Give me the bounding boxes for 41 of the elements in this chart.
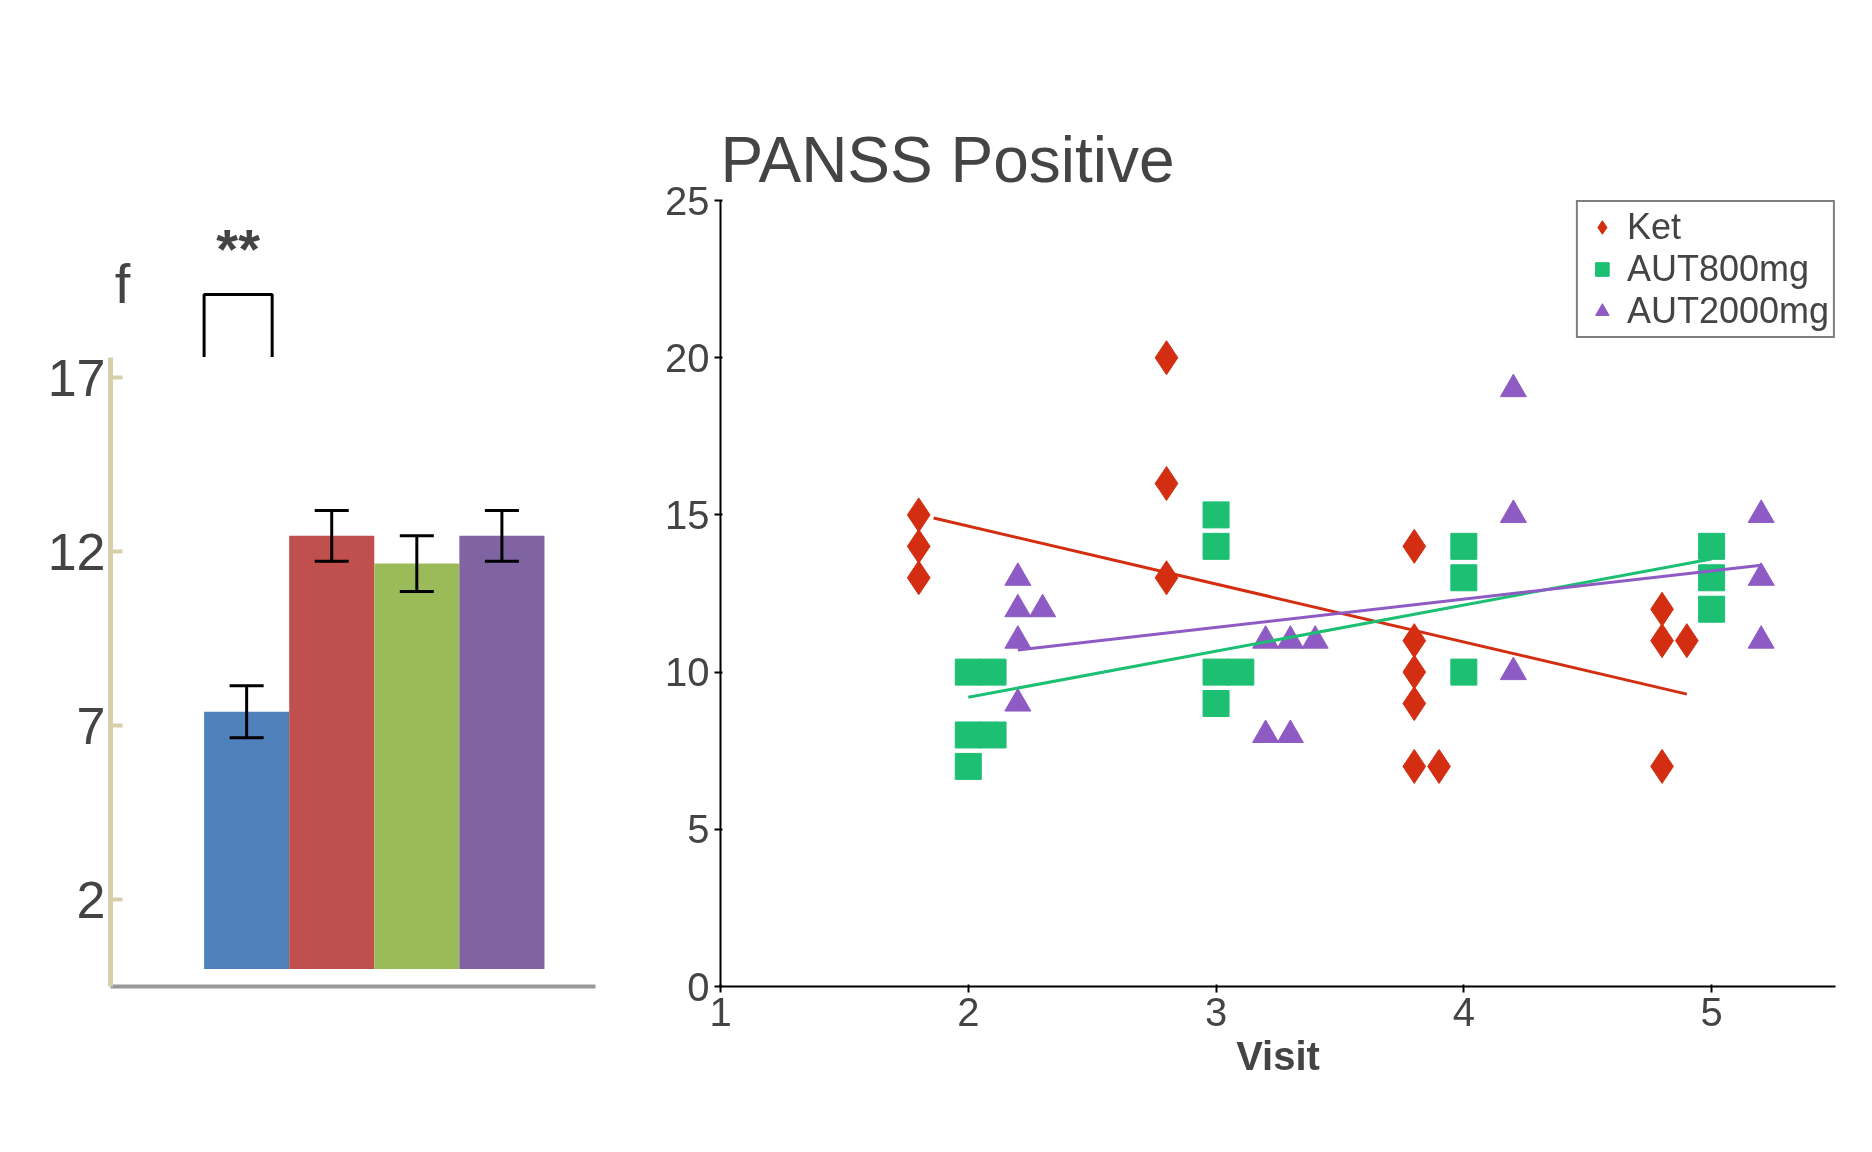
bar: [459, 535, 545, 970]
chart-title: PANSS Positive: [720, 123, 1175, 196]
point: [1227, 658, 1255, 686]
y-tick-label: 12: [47, 522, 106, 581]
bar: [289, 535, 375, 970]
point: [1202, 501, 1230, 529]
x-tick-label: 4: [1452, 989, 1475, 1034]
bar: [374, 563, 460, 970]
point: [1450, 564, 1478, 592]
y-tick-label: 15: [665, 492, 710, 537]
x-tick-label: 2: [957, 989, 980, 1034]
point: [1202, 658, 1230, 686]
point: [1202, 690, 1230, 718]
x-axis-title: Visit: [1236, 1033, 1320, 1078]
x-tick-label: 5: [1700, 989, 1723, 1034]
point: [1202, 532, 1230, 560]
text: **: [216, 217, 261, 281]
point: [1698, 532, 1726, 560]
point: [1450, 532, 1478, 560]
y-tick-label: 20: [665, 335, 710, 380]
point: [979, 658, 1007, 686]
x-tick-label: 1: [709, 989, 732, 1034]
y-tick-label: 2: [76, 870, 106, 929]
legend-label: AUT800mg: [1626, 248, 1809, 290]
legend-label: AUT2000mg: [1626, 290, 1829, 332]
y-tick-label: 0: [687, 964, 710, 1009]
x-tick-label: 3: [1204, 989, 1228, 1034]
y-tick-label: 7: [76, 696, 106, 755]
legend-label: Ket: [1626, 206, 1681, 248]
point: [954, 721, 982, 749]
y-tick-label: 17: [47, 348, 106, 407]
point: [1698, 595, 1726, 623]
y-tick-label: 5: [687, 807, 710, 852]
y-tick-label: 25: [665, 178, 710, 223]
text: f: [114, 252, 131, 316]
point: [954, 658, 982, 686]
point: [954, 752, 982, 780]
bar: [204, 711, 290, 970]
point: [1450, 658, 1478, 686]
y-tick-label: 10: [665, 650, 710, 695]
point: [979, 721, 1007, 749]
